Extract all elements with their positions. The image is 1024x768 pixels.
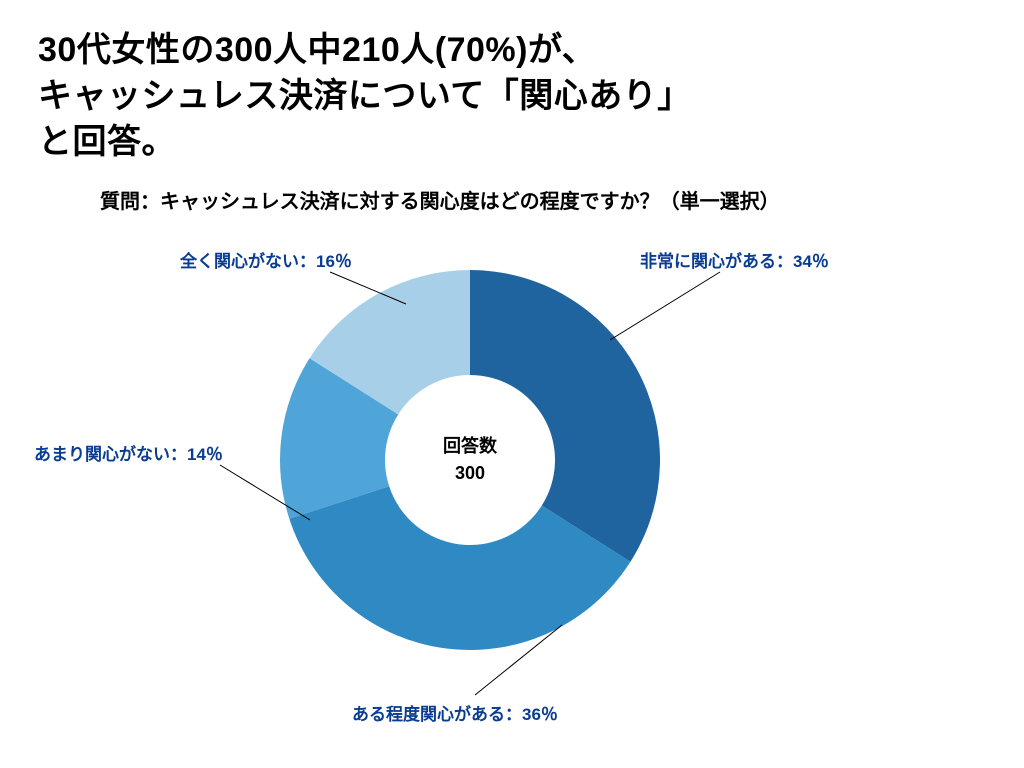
donut-center-value: 300: [443, 460, 497, 487]
donut-chart: 回答数 300: [280, 270, 660, 650]
chart-question: 質問：キャッシュレス決済に対する関心度はどの程度ですか？（単一選択）: [100, 185, 780, 214]
donut-center: 回答数 300: [443, 433, 497, 487]
slice-label-1: ある程度関心がある：36％: [352, 700, 558, 725]
donut-center-label: 回答数: [443, 433, 497, 460]
slice-label-0: 非常に関心がある：34％: [640, 247, 829, 272]
slice-label-2: あまり関心がない：14％: [34, 440, 223, 465]
donut-slice-0: [470, 270, 660, 562]
chart-title: 30代女性の300人中210人(70%)が、キャッシュレス決済について「関心あり…: [38, 28, 986, 166]
slice-label-3: 全く関心がない：16％: [180, 247, 352, 272]
